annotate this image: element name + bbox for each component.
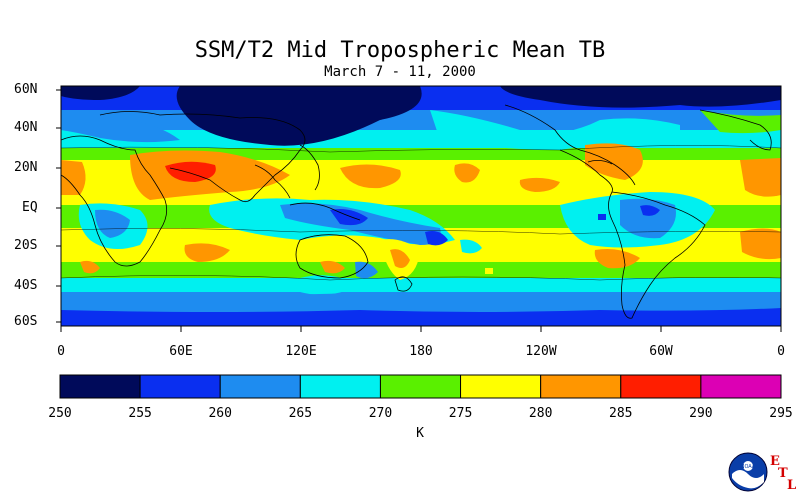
colorbar-tick-label: 295 (769, 406, 793, 421)
colorbar-swatch (460, 374, 542, 399)
lat-label-40n: 40N (14, 120, 38, 135)
lon-label-120w: 120W (525, 344, 557, 359)
lat-label-40s: 40S (14, 278, 38, 293)
colorbar-swatch (540, 374, 622, 399)
colorbar-swatch (620, 374, 702, 399)
coastlines (61, 104, 772, 319)
colorbar (59, 374, 782, 399)
colorbar-swatch (59, 374, 141, 399)
colorbar-tick-label: 285 (609, 406, 633, 421)
colorbar-tick-label: 280 (528, 406, 553, 421)
lon-label-0-east: 0 (777, 344, 785, 359)
noaa-seal-icon: NOAA (728, 452, 768, 492)
colorbar-swatch (379, 374, 462, 399)
lon-label-60e: 60E (169, 344, 193, 359)
lat-label-60n: 60N (14, 82, 38, 97)
lon-label-180: 180 (409, 344, 433, 359)
logo-letter-e: E (770, 454, 780, 469)
lat-label-20n: 20N (14, 160, 38, 175)
map-title: SSM/T2 Mid Tropospheric Mean TB (194, 38, 606, 63)
logo-letter-l: L (787, 478, 797, 493)
logo-letter-t: T (778, 466, 788, 481)
colorbar-swatch (700, 374, 782, 399)
colorbar-tick-label: 250 (48, 406, 72, 421)
colorbar-tick-label: 260 (208, 406, 232, 421)
noaa-logo: NOAA (728, 452, 768, 496)
lon-label-0: 0 (57, 344, 65, 359)
noaa-logo-text: NOAA (741, 464, 756, 470)
colorbar-tick-label: 265 (288, 406, 313, 421)
lon-label-60w: 60W (649, 344, 673, 359)
colorbar-tick-label: 275 (448, 406, 473, 421)
lat-label-20s: 20S (14, 238, 38, 253)
lat-label-eq: EQ (22, 200, 38, 215)
colorbar-swatch (299, 374, 381, 399)
lat-label-60s: 60S (14, 314, 38, 329)
colorbar-swatch (139, 374, 221, 399)
colorbar-units: K (416, 426, 424, 441)
colorbar-tick-label: 290 (689, 406, 713, 421)
map-field (61, 86, 781, 326)
colorbar-swatch (219, 374, 301, 399)
colorbar-tick-label: 270 (368, 406, 393, 421)
lon-label-120e: 120E (285, 344, 317, 359)
map-subtitle: March 7 - 11, 2000 (324, 64, 476, 80)
colorbar-tick-label: 255 (128, 406, 152, 421)
